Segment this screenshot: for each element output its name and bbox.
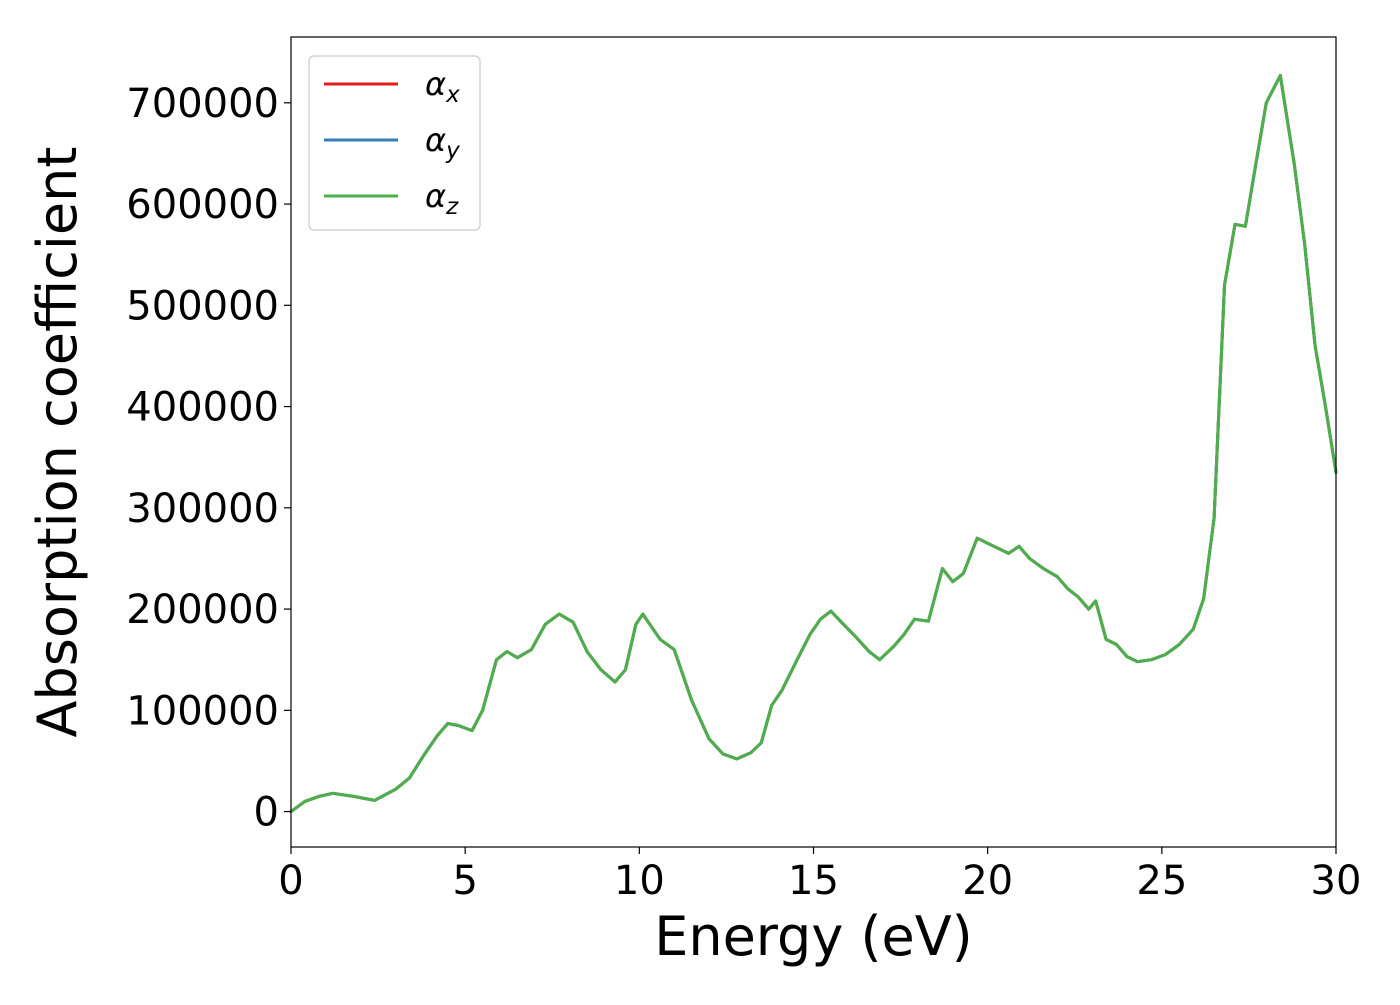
y-tick-label: 0 — [254, 790, 279, 836]
series-line-z — [289, 74, 1338, 814]
x-tick-label: 25 — [1136, 858, 1187, 904]
y-tick-label: 400000 — [126, 385, 279, 431]
y-tick-label: 600000 — [126, 182, 279, 228]
y-tick-label: 300000 — [126, 486, 279, 532]
axes: 0 5 10 15 20 25 30 0 100000 200000 300000 400000 500… — [126, 36, 1362, 904]
y-axis-label: Absorption coefficient — [26, 147, 89, 738]
x-tick-label: 0 — [278, 858, 303, 904]
y-tick-label: 500000 — [126, 283, 279, 329]
x-tick-label: 20 — [962, 858, 1013, 904]
x-tick-label: 30 — [1311, 858, 1362, 904]
y-tick-label: 100000 — [126, 688, 279, 734]
y-tick-label: 700000 — [126, 81, 279, 127]
x-tick-label: 10 — [614, 858, 665, 904]
y-tick-label: 200000 — [126, 587, 279, 633]
x-tick-label: 15 — [788, 858, 839, 904]
legend-box — [308, 55, 481, 231]
x-axis-label: Energy (eV) — [654, 905, 973, 968]
x-tick-label: 5 — [452, 858, 477, 904]
plot-area — [289, 74, 1338, 814]
